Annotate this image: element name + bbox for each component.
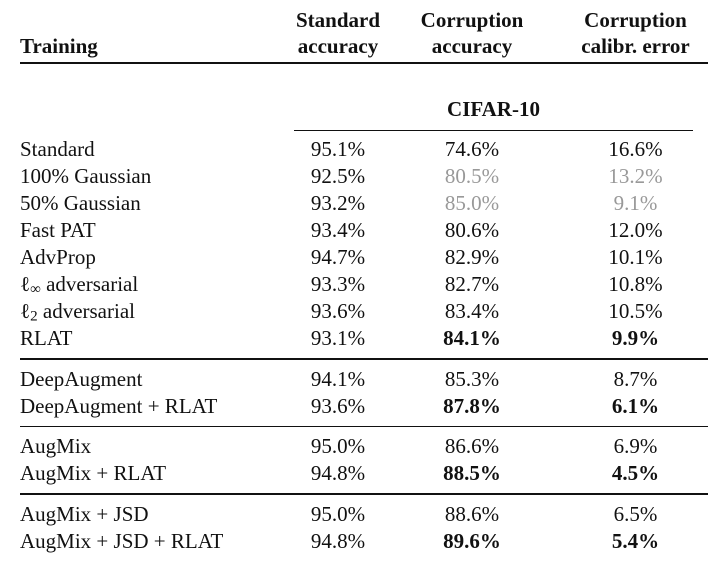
table-row: DeepAugment + RLAT 93.6% 87.8% 6.1% — [20, 393, 708, 420]
training-method: AugMix + RLAT — [20, 461, 167, 485]
training-method: ℓ2 adversarial — [20, 299, 135, 325]
training-method: ℓ∞ adversarial — [20, 272, 139, 298]
corruption-accuracy: 80.6% — [444, 218, 500, 242]
header-rule — [20, 62, 708, 64]
training-method: Fast PAT — [20, 218, 96, 242]
standard-accuracy: 95.0% — [310, 434, 366, 458]
table-row: Fast PAT 93.4% 80.6% 12.0% — [20, 217, 708, 244]
dataset-rule — [294, 130, 693, 131]
training-method: AdvProp — [20, 245, 96, 269]
dataset-title: CIFAR-10 — [447, 97, 540, 121]
standard-accuracy: 93.6% — [310, 393, 366, 418]
corruption-accuracy: 74.6% — [444, 137, 500, 161]
corruption-calibr-error: 13.2% — [608, 164, 663, 188]
column-header-standard-accuracy: Standard accuracy — [295, 8, 381, 58]
corruption-accuracy: 82.9% — [444, 245, 500, 269]
table-row: AugMix + RLAT 94.8% 88.5% 4.5% — [20, 460, 708, 487]
results-table: Training Standard accuracy Corruption ac… — [20, 0, 708, 555]
standard-accuracy: 92.5% — [310, 164, 366, 188]
corruption-calibr-error: 6.9% — [613, 434, 658, 458]
corruption-calibr-error: 16.6% — [608, 137, 663, 161]
table-row: RLAT 93.1% 84.1% 9.9% — [20, 325, 708, 352]
table-row: AugMix + JSD + RLAT 94.8% 89.6% 5.4% — [20, 528, 708, 555]
corruption-calibr-error: 9.9% — [611, 326, 660, 350]
training-method: RLAT — [20, 326, 73, 350]
standard-accuracy: 93.2% — [310, 191, 366, 215]
standard-accuracy: 94.1% — [310, 366, 366, 391]
corruption-calibr-error: 12.0% — [608, 218, 663, 242]
training-method: Standard — [20, 137, 95, 161]
standard-accuracy: 94.8% — [310, 461, 366, 485]
corruption-accuracy: 87.8% — [443, 393, 501, 418]
corruption-accuracy: 84.1% — [443, 326, 501, 350]
group-separator-rule — [20, 358, 708, 360]
dataset-header-wrap: CIFAR-10 — [294, 96, 693, 131]
table-row: ℓ∞ adversarial 93.3% 82.7% 10.8% — [20, 271, 708, 298]
corruption-calibr-error: 6.5% — [613, 501, 658, 526]
training-method: 50% Gaussian — [20, 191, 141, 215]
corruption-accuracy: 85.3% — [444, 366, 500, 391]
corruption-calibr-error: 10.8% — [608, 272, 663, 296]
standard-accuracy: 95.0% — [310, 501, 366, 526]
standard-accuracy: 94.8% — [310, 528, 366, 553]
corruption-calibr-error: 8.7% — [613, 366, 658, 391]
training-method: AugMix — [20, 434, 92, 458]
table-row: AugMix + JSD 95.0% 88.6% 6.5% — [20, 501, 708, 528]
corruption-accuracy: 83.4% — [444, 299, 500, 323]
table-body: Standard 95.1% 74.6% 16.6% 100% Gaussian… — [20, 136, 708, 555]
table-row: AdvProp 94.7% 82.9% 10.1% — [20, 244, 708, 271]
corruption-accuracy: 82.7% — [444, 272, 500, 296]
column-header-training: Training — [20, 7, 295, 59]
standard-accuracy: 93.3% — [310, 272, 366, 296]
corruption-accuracy: 89.6% — [443, 528, 501, 553]
standard-accuracy: 94.7% — [310, 245, 366, 269]
corruption-accuracy: 88.6% — [444, 501, 500, 526]
standard-accuracy: 93.6% — [310, 299, 366, 323]
corruption-calibr-error: 9.1% — [613, 191, 658, 215]
header-training-label: Training — [20, 34, 98, 58]
corruption-calibr-error: 5.4% — [611, 528, 660, 553]
standard-accuracy: 95.1% — [310, 137, 366, 161]
table-row: AugMix 95.0% 86.6% 6.9% — [20, 433, 708, 460]
table-row: 100% Gaussian 92.5% 80.5% 13.2% — [20, 163, 708, 190]
group-separator-rule — [20, 425, 708, 427]
standard-accuracy: 93.4% — [310, 218, 366, 242]
corruption-accuracy: 85.0% — [444, 191, 500, 215]
group-separator-rule — [20, 493, 708, 495]
table-row: DeepAugment 94.1% 85.3% 8.7% — [20, 366, 708, 393]
table-header-row: Training Standard accuracy Corruption ac… — [20, 7, 708, 59]
training-method: AugMix + JSD — [20, 501, 149, 526]
corruption-accuracy: 86.6% — [444, 434, 500, 458]
table-row: 50% Gaussian 93.2% 85.0% 9.1% — [20, 190, 708, 217]
column-header-corruption-calibr-error: Corruption calibr. error — [581, 8, 690, 58]
corruption-calibr-error: 10.1% — [608, 245, 663, 269]
corruption-calibr-error: 4.5% — [611, 461, 660, 485]
corruption-calibr-error: 6.1% — [611, 393, 660, 418]
standard-accuracy: 93.1% — [310, 326, 366, 350]
table-row: Standard 95.1% 74.6% 16.6% — [20, 136, 708, 163]
training-method: DeepAugment — [20, 366, 143, 391]
corruption-calibr-error: 10.5% — [608, 299, 663, 323]
training-method: AugMix + JSD + RLAT — [20, 528, 224, 553]
column-header-corruption-accuracy: Corruption accuracy — [420, 8, 524, 58]
corruption-accuracy: 88.5% — [443, 461, 501, 485]
training-method: DeepAugment + RLAT — [20, 393, 218, 418]
training-method: 100% Gaussian — [20, 164, 152, 188]
corruption-accuracy: 80.5% — [444, 164, 500, 188]
table-row: ℓ2 adversarial 93.6% 83.4% 10.5% — [20, 298, 708, 325]
